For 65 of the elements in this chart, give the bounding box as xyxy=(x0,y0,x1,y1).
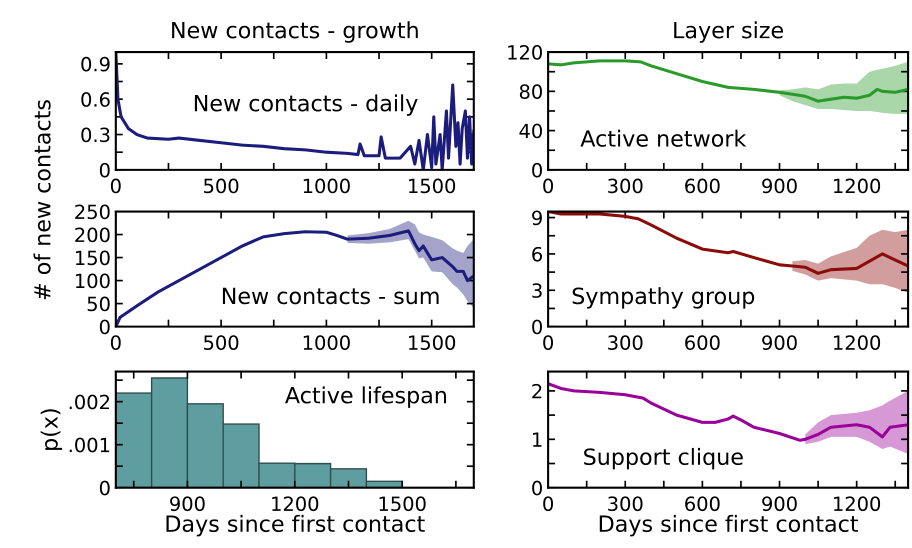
x-tick-label: 900 xyxy=(762,496,797,512)
y-tick-label: 0 xyxy=(100,320,110,334)
y-tick-label: .002 xyxy=(70,394,110,410)
chart-title: Layer size xyxy=(674,21,783,43)
x-tick-label: 1000 xyxy=(304,178,350,194)
line-series xyxy=(548,59,908,103)
y-tick-label: 80 xyxy=(520,84,542,99)
x-tick-label: 1000 xyxy=(304,335,350,350)
annotation: Support clique xyxy=(584,448,743,470)
annotation: Active network xyxy=(580,130,746,147)
x-tick-label: 0 xyxy=(110,335,121,350)
x-tick-label: 0 xyxy=(543,496,554,512)
y-tick-label: 1 xyxy=(533,432,542,447)
x-tick-label: 900 xyxy=(170,496,205,512)
x-tick-label: 0 xyxy=(543,335,554,350)
chart-title: New contacts - growth xyxy=(172,21,418,43)
x-tick-label: 0 xyxy=(543,178,554,194)
annotation: New contacts - sum xyxy=(222,288,439,304)
y-tick-label: 250 xyxy=(75,204,110,220)
x-tick-label: 300 xyxy=(608,178,643,194)
y-tick-label: 0 xyxy=(532,162,542,178)
x-tick-label: 1200 xyxy=(834,178,880,194)
y-tick-label: 2 xyxy=(532,384,542,398)
y-tick-label: 120 xyxy=(508,45,542,60)
y-tick-label: 0.9 xyxy=(81,56,110,72)
x-tick-label: 900 xyxy=(762,335,797,350)
x-axis-title: Days since first contact xyxy=(166,514,425,536)
y-tick-label: 0.3 xyxy=(81,127,110,142)
x-tick-label: 900 xyxy=(762,178,797,194)
x-tick-label: 600 xyxy=(685,178,720,194)
annotation: Sympathy group xyxy=(572,287,754,309)
x-tick-label: 1200 xyxy=(834,335,880,350)
y-tick-label: 6 xyxy=(532,246,542,262)
y-tick-label: 0.6 xyxy=(81,92,110,107)
x-tick-label: 300 xyxy=(608,335,643,350)
x-tick-label: 500 xyxy=(204,178,238,194)
y-tick-label: 40 xyxy=(519,124,542,138)
x-tick-label: 500 xyxy=(204,335,238,350)
x-tick-label: 1500 xyxy=(409,178,456,194)
y-axis-title: p(x) xyxy=(40,409,62,450)
y-tick-label: 0 xyxy=(100,480,110,496)
y-tick-label: 200 xyxy=(75,228,110,242)
line-series xyxy=(548,382,908,442)
y-tick-label: 0 xyxy=(532,320,542,334)
y-tick-label: 150 xyxy=(76,250,110,266)
y-tick-label: 0 xyxy=(532,480,542,496)
x-tick-label: 0 xyxy=(110,178,121,194)
y-axis-title: # of new contacts xyxy=(33,100,51,300)
x-tick-label: 1200 xyxy=(272,496,318,512)
x-tick-label: 600 xyxy=(685,496,720,512)
y-tick-label: 50 xyxy=(88,296,110,312)
annotation: Active lifespan xyxy=(285,386,446,408)
y-tick-label: 3 xyxy=(532,283,542,298)
annotation: New contacts - daily xyxy=(194,94,418,116)
line-series xyxy=(116,52,474,170)
x-axis-title: Days since first contact xyxy=(600,514,858,536)
x-tick-label: 600 xyxy=(685,335,720,350)
x-tick-label: 1200 xyxy=(834,496,880,512)
y-tick-label: .001 xyxy=(70,438,110,452)
y-tick-label: 0 xyxy=(100,162,110,178)
y-tick-label: 100 xyxy=(76,274,110,288)
x-tick-label: 300 xyxy=(608,496,643,512)
y-tick-label: 9 xyxy=(532,210,542,226)
x-tick-label: 1500 xyxy=(380,496,426,512)
x-tick-label: 1500 xyxy=(409,335,456,350)
